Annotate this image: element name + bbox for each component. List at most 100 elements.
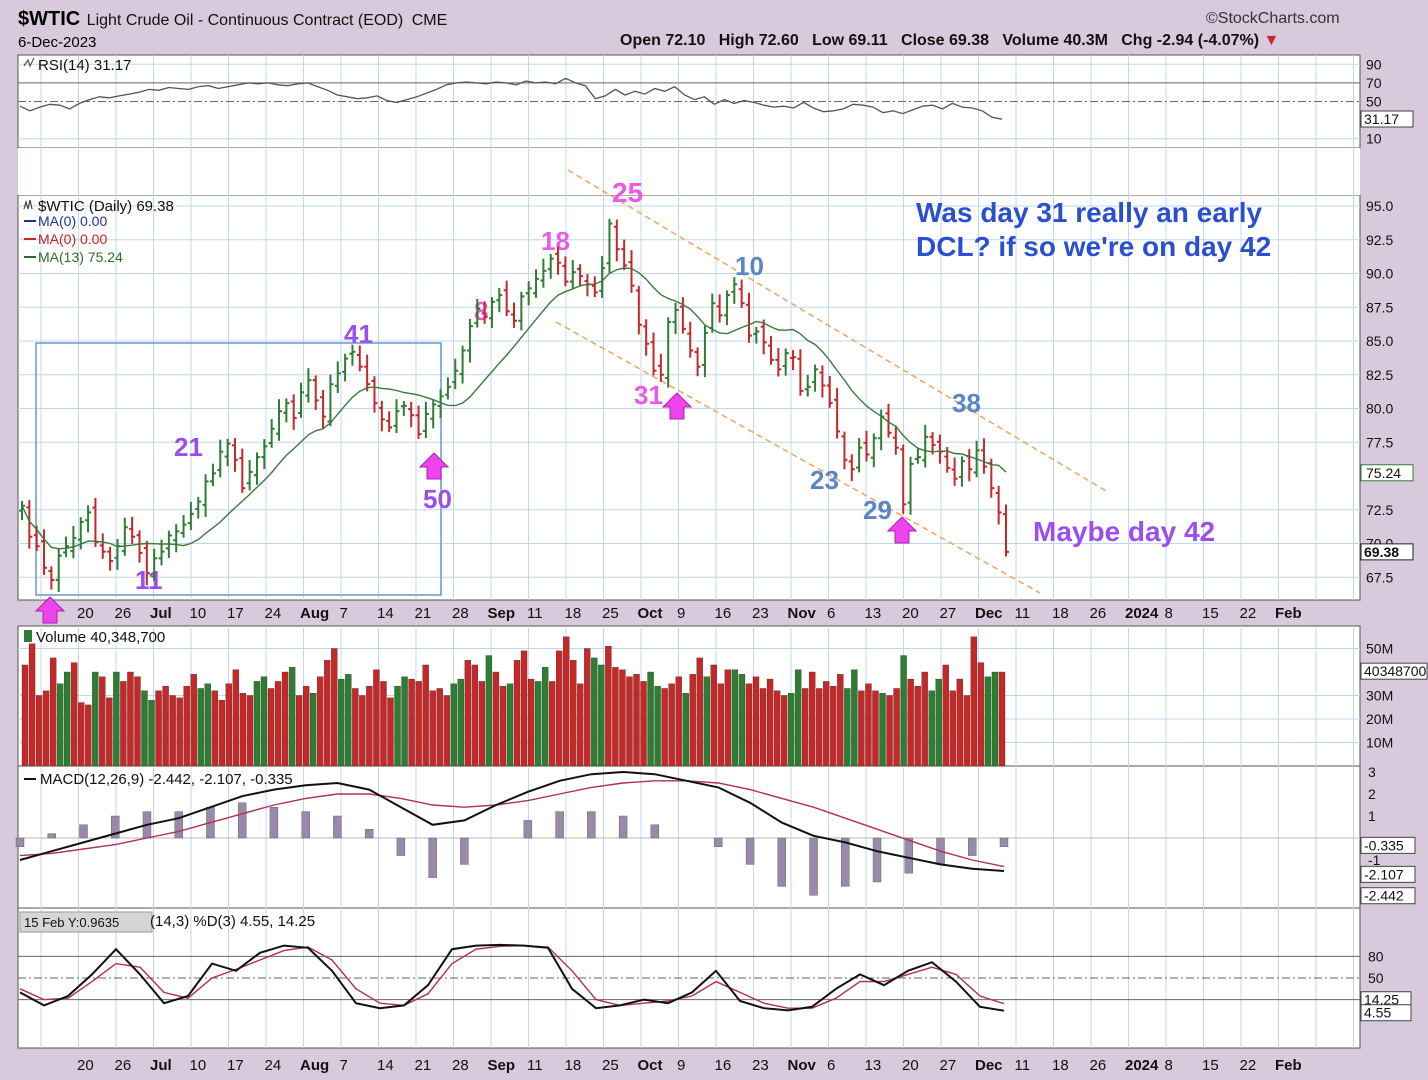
ohlc-bar xyxy=(980,438,987,474)
x-tick-label: 2024 xyxy=(1125,1057,1159,1074)
ohlc-bar xyxy=(621,239,628,271)
up-arrow-icon xyxy=(886,516,918,544)
price-tick-label: 90.0 xyxy=(1366,266,1393,282)
ohlc-bar xyxy=(745,292,752,343)
volume-bar xyxy=(28,643,36,767)
volume-last-value: 40348700 xyxy=(1364,663,1427,679)
ohlc-bar xyxy=(85,505,92,533)
price-legend-title: $WTIC (Daily) 69.38 xyxy=(38,198,174,215)
macd-histogram-bar xyxy=(555,811,564,839)
x-tick-label: 18 xyxy=(1052,605,1069,622)
x-tick-label: 17 xyxy=(227,1057,244,1074)
rsi-panel xyxy=(17,54,1361,149)
macd-tick-label: 2 xyxy=(1368,786,1376,802)
price-tick-label: 77.5 xyxy=(1366,434,1393,450)
caret-down-icon: ▼ xyxy=(1263,32,1280,49)
x-tick-label: Oct xyxy=(638,605,663,622)
x-tick-label: 25 xyxy=(602,605,619,622)
volume-bar xyxy=(387,697,394,767)
volume-bar xyxy=(907,678,914,767)
ohlc-bar xyxy=(474,299,481,328)
exchange: CME xyxy=(411,12,448,29)
ohlc-bar xyxy=(312,375,319,410)
x-tick-label: Sep xyxy=(488,1057,516,1074)
x-tick-label: Nov xyxy=(788,1057,817,1074)
volume-bar xyxy=(352,688,359,767)
ohlc-bar xyxy=(1003,504,1009,557)
volume-bar xyxy=(49,657,57,767)
volume-bar xyxy=(106,697,113,767)
ohlc-bar xyxy=(276,399,283,441)
x-tick-label: Dec xyxy=(975,1057,1003,1074)
macd-histogram-bar xyxy=(999,837,1009,848)
ohlc-bar xyxy=(400,401,407,416)
volume-bar xyxy=(99,676,106,767)
volume-bar xyxy=(731,669,739,767)
ohlc-bar xyxy=(217,439,224,478)
volume-bar xyxy=(724,669,732,767)
ohlc-bar xyxy=(268,419,275,448)
x-tick-label: Aug xyxy=(300,605,329,622)
volume-bar xyxy=(155,690,162,767)
volume-bar xyxy=(450,683,457,767)
volume-bar xyxy=(563,636,570,767)
price-tick-label: 82.5 xyxy=(1366,367,1393,383)
x-tick-label: 18 xyxy=(565,605,582,622)
volume-bar xyxy=(380,681,387,767)
volume-bar xyxy=(141,690,148,767)
volume-bar xyxy=(710,664,717,767)
brand[interactable]: ©StockCharts.com xyxy=(1206,10,1340,27)
volume-bar xyxy=(949,690,956,767)
cycle-count-label: 29 xyxy=(863,495,892,525)
volume-bar xyxy=(148,700,155,767)
ohlc-bar xyxy=(731,277,738,304)
ohlc-bar xyxy=(334,361,341,393)
x-tick-label: 24 xyxy=(265,605,282,622)
volume-bar xyxy=(197,688,204,767)
ohlc-bar xyxy=(834,387,841,439)
volume-bar xyxy=(766,678,774,767)
x-tick-label: 26 xyxy=(1090,1057,1107,1074)
ohlc-bar xyxy=(613,219,620,262)
macd-histogram-bar xyxy=(396,837,406,856)
volume-bar xyxy=(464,660,471,767)
macd-histogram-bar xyxy=(333,815,342,839)
volume-bar xyxy=(527,678,535,767)
price-tick-label: 85.0 xyxy=(1366,333,1393,349)
ohlc-bar xyxy=(70,526,77,559)
macd-histogram-bar xyxy=(269,807,279,839)
x-tick-label: 21 xyxy=(415,1057,432,1074)
volume-bar xyxy=(682,693,689,767)
volume-bar xyxy=(457,678,464,767)
volume-bar xyxy=(640,681,647,767)
volume-bar xyxy=(183,685,190,767)
volume-bar xyxy=(780,695,788,767)
macd-signal-line xyxy=(19,780,1005,868)
volume-bar xyxy=(113,671,120,767)
ohlc-bar xyxy=(320,390,327,429)
volume-bar xyxy=(253,681,261,767)
ohlc-text: Open 72.10 High 72.60 Low 69.11 Close 69… xyxy=(620,32,1260,49)
volume-bar xyxy=(120,681,127,767)
ohlc-bar xyxy=(422,401,429,439)
ohlc-bar xyxy=(679,297,686,334)
x-tick-label: 8 xyxy=(1165,605,1173,622)
ohlc-bar xyxy=(701,325,708,378)
ohlc-bar xyxy=(753,326,760,344)
ohlc-bar xyxy=(760,319,767,355)
x-tick-label: Oct xyxy=(638,1057,663,1074)
ohlc-bar xyxy=(48,566,55,590)
ohlc-bar xyxy=(870,433,877,468)
macd-histogram-bar xyxy=(745,837,755,865)
x-tick-label: 6 xyxy=(827,605,835,622)
volume-bar xyxy=(225,683,233,767)
stochastic-panel xyxy=(17,907,1361,1049)
x-tick-label: 14 xyxy=(377,605,394,622)
x-tick-label: 13 xyxy=(865,1057,882,1074)
chart-header: $WTIC Light Crude Oil - Continuous Contr… xyxy=(0,0,1428,55)
volume-bar xyxy=(787,693,795,767)
ohlc-bar xyxy=(907,456,914,515)
x-tick-label: Feb xyxy=(1275,605,1302,622)
macd-histogram-bar xyxy=(841,837,850,887)
ohlc-bar xyxy=(929,432,936,455)
